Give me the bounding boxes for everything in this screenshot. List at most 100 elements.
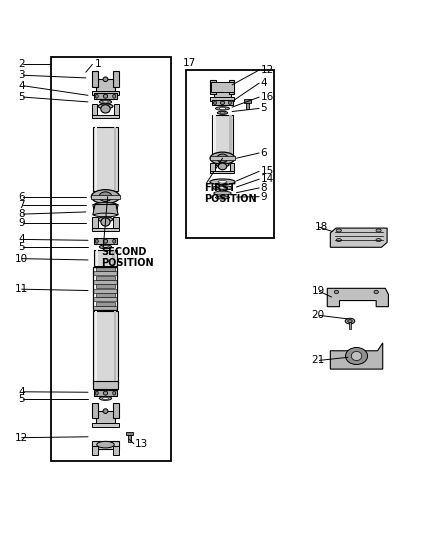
Bar — [349, 322, 351, 329]
Ellipse shape — [217, 154, 228, 163]
Text: 3: 3 — [18, 70, 25, 80]
Text: 5: 5 — [18, 242, 25, 252]
Text: 4: 4 — [18, 387, 25, 397]
Bar — [214, 87, 231, 99]
Ellipse shape — [94, 203, 117, 206]
Text: 20: 20 — [311, 310, 325, 320]
Ellipse shape — [219, 107, 226, 110]
Ellipse shape — [103, 77, 108, 82]
Text: 13: 13 — [135, 439, 148, 449]
Ellipse shape — [220, 85, 225, 90]
Bar — [246, 103, 249, 109]
Bar — [230, 163, 234, 171]
Polygon shape — [327, 288, 389, 306]
Bar — [93, 297, 117, 302]
Bar — [229, 115, 232, 154]
Bar — [96, 250, 99, 265]
Ellipse shape — [334, 290, 339, 294]
Polygon shape — [93, 205, 118, 215]
Text: 16: 16 — [261, 92, 274, 102]
Ellipse shape — [220, 112, 225, 114]
Ellipse shape — [95, 94, 98, 98]
Ellipse shape — [214, 191, 231, 195]
Polygon shape — [330, 343, 383, 369]
Bar — [92, 423, 119, 427]
Ellipse shape — [101, 105, 110, 113]
Ellipse shape — [98, 217, 113, 222]
Ellipse shape — [218, 181, 227, 183]
Bar — [113, 250, 115, 265]
Bar — [126, 432, 133, 435]
Ellipse shape — [101, 218, 110, 226]
Bar — [95, 127, 97, 191]
Bar — [186, 70, 274, 238]
Ellipse shape — [351, 351, 362, 361]
Ellipse shape — [94, 213, 117, 217]
Text: 11: 11 — [14, 284, 28, 294]
Bar — [92, 403, 98, 418]
Bar — [95, 311, 97, 384]
Bar — [113, 71, 119, 87]
Bar — [92, 441, 119, 449]
Bar — [92, 71, 98, 87]
Ellipse shape — [336, 239, 342, 241]
Bar — [211, 80, 216, 94]
Bar — [96, 79, 115, 92]
Bar — [91, 195, 120, 199]
Ellipse shape — [95, 203, 115, 207]
Ellipse shape — [216, 163, 229, 167]
Bar — [212, 115, 233, 154]
Text: 6: 6 — [18, 192, 25, 201]
Ellipse shape — [345, 318, 355, 324]
Text: 8: 8 — [261, 183, 267, 193]
Ellipse shape — [214, 101, 217, 104]
Text: 5: 5 — [261, 103, 267, 114]
Bar — [213, 115, 216, 154]
Ellipse shape — [113, 94, 116, 98]
Bar — [92, 91, 119, 95]
Bar — [93, 271, 117, 275]
Bar — [93, 127, 118, 191]
Ellipse shape — [217, 111, 228, 115]
Bar — [211, 163, 215, 171]
Bar — [114, 311, 117, 384]
Ellipse shape — [113, 391, 116, 395]
Text: 14: 14 — [261, 174, 274, 184]
Bar — [94, 93, 117, 99]
Ellipse shape — [219, 187, 226, 189]
Bar — [94, 250, 117, 265]
Polygon shape — [330, 228, 387, 247]
Bar — [95, 276, 115, 280]
Bar — [96, 411, 115, 424]
Text: 9: 9 — [18, 218, 25, 228]
Bar — [95, 284, 115, 288]
Polygon shape — [93, 205, 118, 215]
Bar — [113, 446, 119, 455]
Bar — [113, 217, 119, 228]
Text: 15: 15 — [261, 166, 274, 176]
Text: 10: 10 — [14, 254, 28, 264]
Bar — [128, 435, 131, 442]
Ellipse shape — [103, 409, 108, 414]
Ellipse shape — [99, 192, 112, 201]
Text: 4: 4 — [18, 235, 25, 245]
Text: 7: 7 — [18, 200, 25, 211]
Ellipse shape — [376, 229, 381, 232]
Bar — [211, 98, 234, 101]
Bar — [229, 80, 234, 94]
Ellipse shape — [376, 239, 381, 241]
Text: 21: 21 — [311, 356, 325, 365]
Ellipse shape — [218, 163, 227, 169]
Bar — [244, 100, 251, 103]
Ellipse shape — [102, 398, 109, 399]
Ellipse shape — [91, 190, 120, 204]
Ellipse shape — [95, 239, 98, 243]
Text: 4: 4 — [261, 78, 267, 88]
Ellipse shape — [102, 246, 109, 248]
Ellipse shape — [103, 94, 108, 98]
Ellipse shape — [113, 239, 116, 243]
Text: 8: 8 — [18, 209, 25, 219]
Ellipse shape — [228, 101, 231, 104]
Text: 5: 5 — [18, 92, 25, 102]
Text: 17: 17 — [183, 58, 196, 68]
